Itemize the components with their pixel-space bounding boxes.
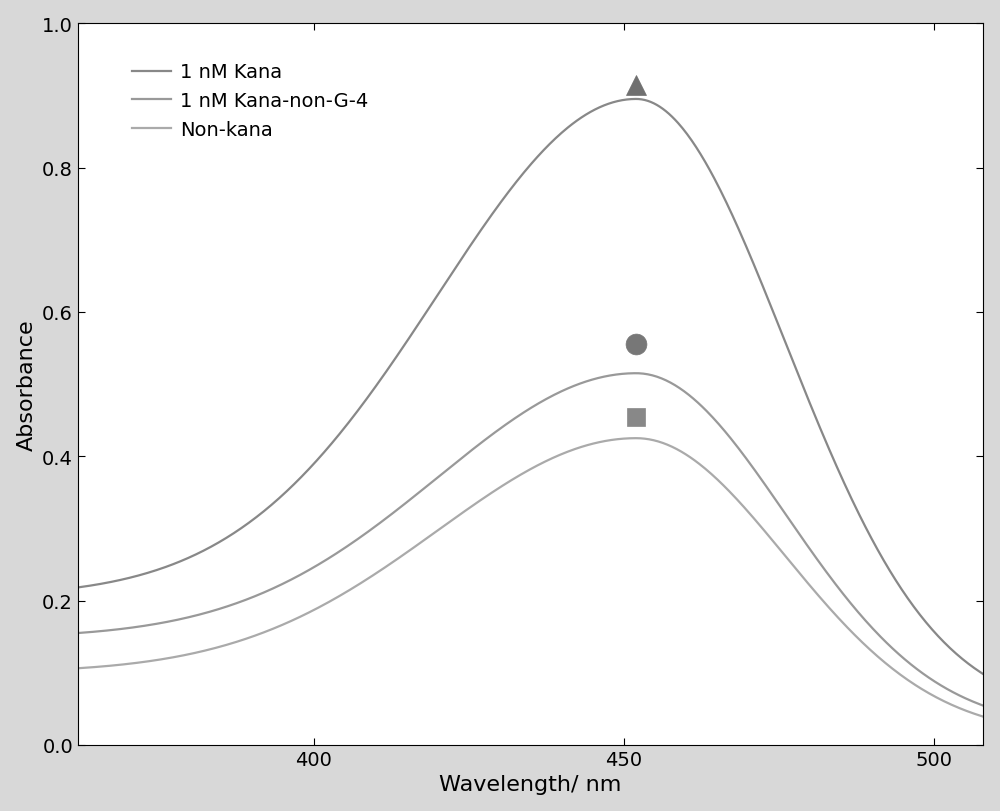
Legend: 1 nM Kana, 1 nM Kana-non-G-4, Non-kana: 1 nM Kana, 1 nM Kana-non-G-4, Non-kana xyxy=(124,55,376,148)
Y-axis label: Absorbance: Absorbance xyxy=(17,319,37,450)
X-axis label: Wavelength/ nm: Wavelength/ nm xyxy=(439,775,622,794)
